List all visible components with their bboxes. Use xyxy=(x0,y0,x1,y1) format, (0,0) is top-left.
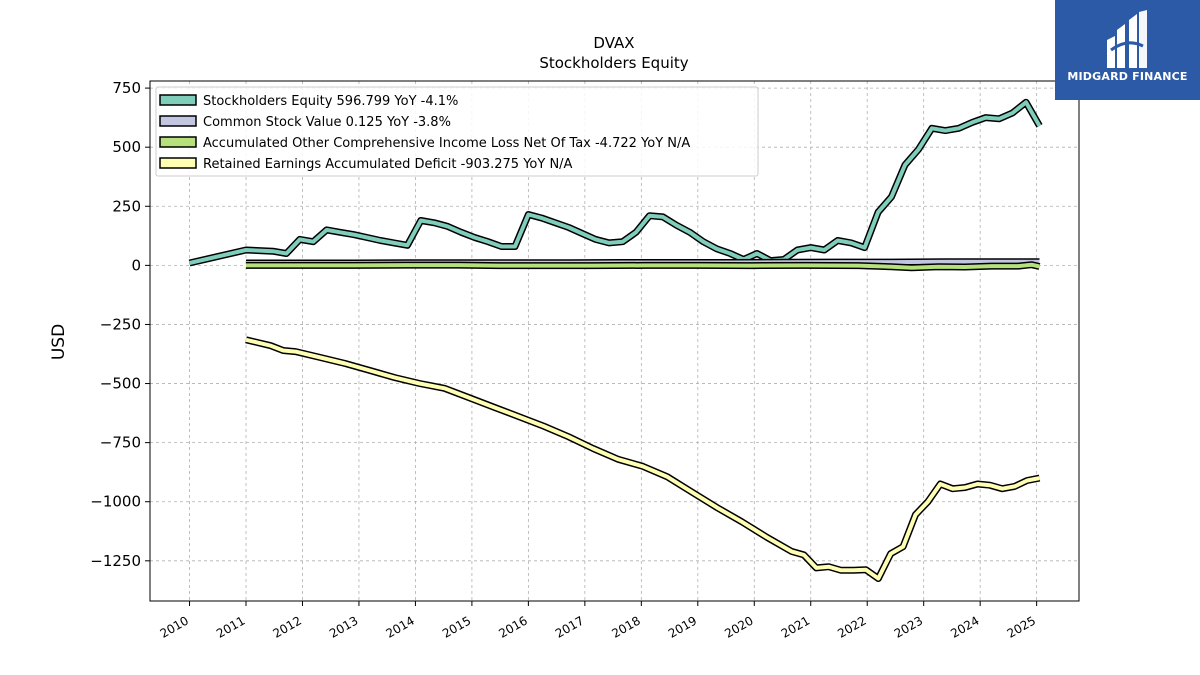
brand-logo: MIDGARD FINANCE xyxy=(1055,0,1200,100)
legend-label: Accumulated Other Comprehensive Income L… xyxy=(203,136,690,151)
x-tick-label: 2025 xyxy=(1005,613,1038,640)
x-tick-label: 2024 xyxy=(948,613,981,640)
legend-label: Retained Earnings Accumulated Deficit -9… xyxy=(203,157,573,172)
x-tick-label: 2019 xyxy=(666,613,699,640)
x-tick-label: 2012 xyxy=(271,613,304,640)
x-tick-label: 2013 xyxy=(327,613,360,640)
y-axis-label: USD xyxy=(49,324,69,360)
series-line xyxy=(245,337,1040,581)
y-tick-label: −750 xyxy=(100,434,141,452)
x-tick-label: 2016 xyxy=(496,613,529,640)
brand-name: MIDGARD FINANCE xyxy=(1067,70,1188,83)
y-axis: 750 500 250 0 −250 −500 −750 −1000 −1250 xyxy=(90,79,150,570)
y-tick-label: 750 xyxy=(112,79,141,97)
x-tick-label: 2017 xyxy=(553,613,586,640)
x-tick-label: 2015 xyxy=(440,613,473,640)
midgard-logo-icon xyxy=(1107,10,1147,68)
x-tick-label: 2022 xyxy=(835,613,868,640)
x-tick-label: 2010 xyxy=(158,613,191,640)
y-tick-label: −250 xyxy=(100,315,141,333)
legend-label: Common Stock Value 0.125 YoY -3.8% xyxy=(203,115,451,130)
x-tick-label: 2011 xyxy=(214,613,247,640)
y-tick-label: 250 xyxy=(112,197,141,215)
y-tick-label: −1250 xyxy=(90,552,141,570)
x-tick-label: 2020 xyxy=(722,613,755,640)
x-tick-label: 2023 xyxy=(892,613,925,640)
y-tick-label: −500 xyxy=(100,375,141,393)
legend-swatch xyxy=(159,94,197,106)
legend: Stockholders Equity 596.799 YoY -4.1% Com… xyxy=(155,86,759,177)
chart-title: DVAX xyxy=(593,34,634,52)
legend-label: Stockholders Equity 596.799 YoY -4.1% xyxy=(203,94,458,109)
plot-frame xyxy=(149,80,1080,602)
legend-swatch xyxy=(159,115,197,127)
x-axis: 2010 2011 2012 2013 2014 2015 2016 2017 2018 2019… xyxy=(158,601,1038,641)
y-tick-label: 500 xyxy=(112,138,141,156)
chart-subtitle: Stockholders Equity xyxy=(539,54,688,72)
series-outline xyxy=(245,336,1041,582)
legend-swatch xyxy=(159,157,197,169)
x-tick-label: 2021 xyxy=(779,613,812,640)
x-tick-label: 2014 xyxy=(383,613,416,640)
y-tick-label: −1000 xyxy=(90,493,141,511)
y-tick-label: 0 xyxy=(131,256,141,274)
series-layer xyxy=(188,98,1043,582)
series-line xyxy=(246,262,1040,270)
x-tick-label: 2018 xyxy=(609,613,642,640)
series-line xyxy=(189,100,1042,265)
legend-swatch xyxy=(159,136,197,148)
